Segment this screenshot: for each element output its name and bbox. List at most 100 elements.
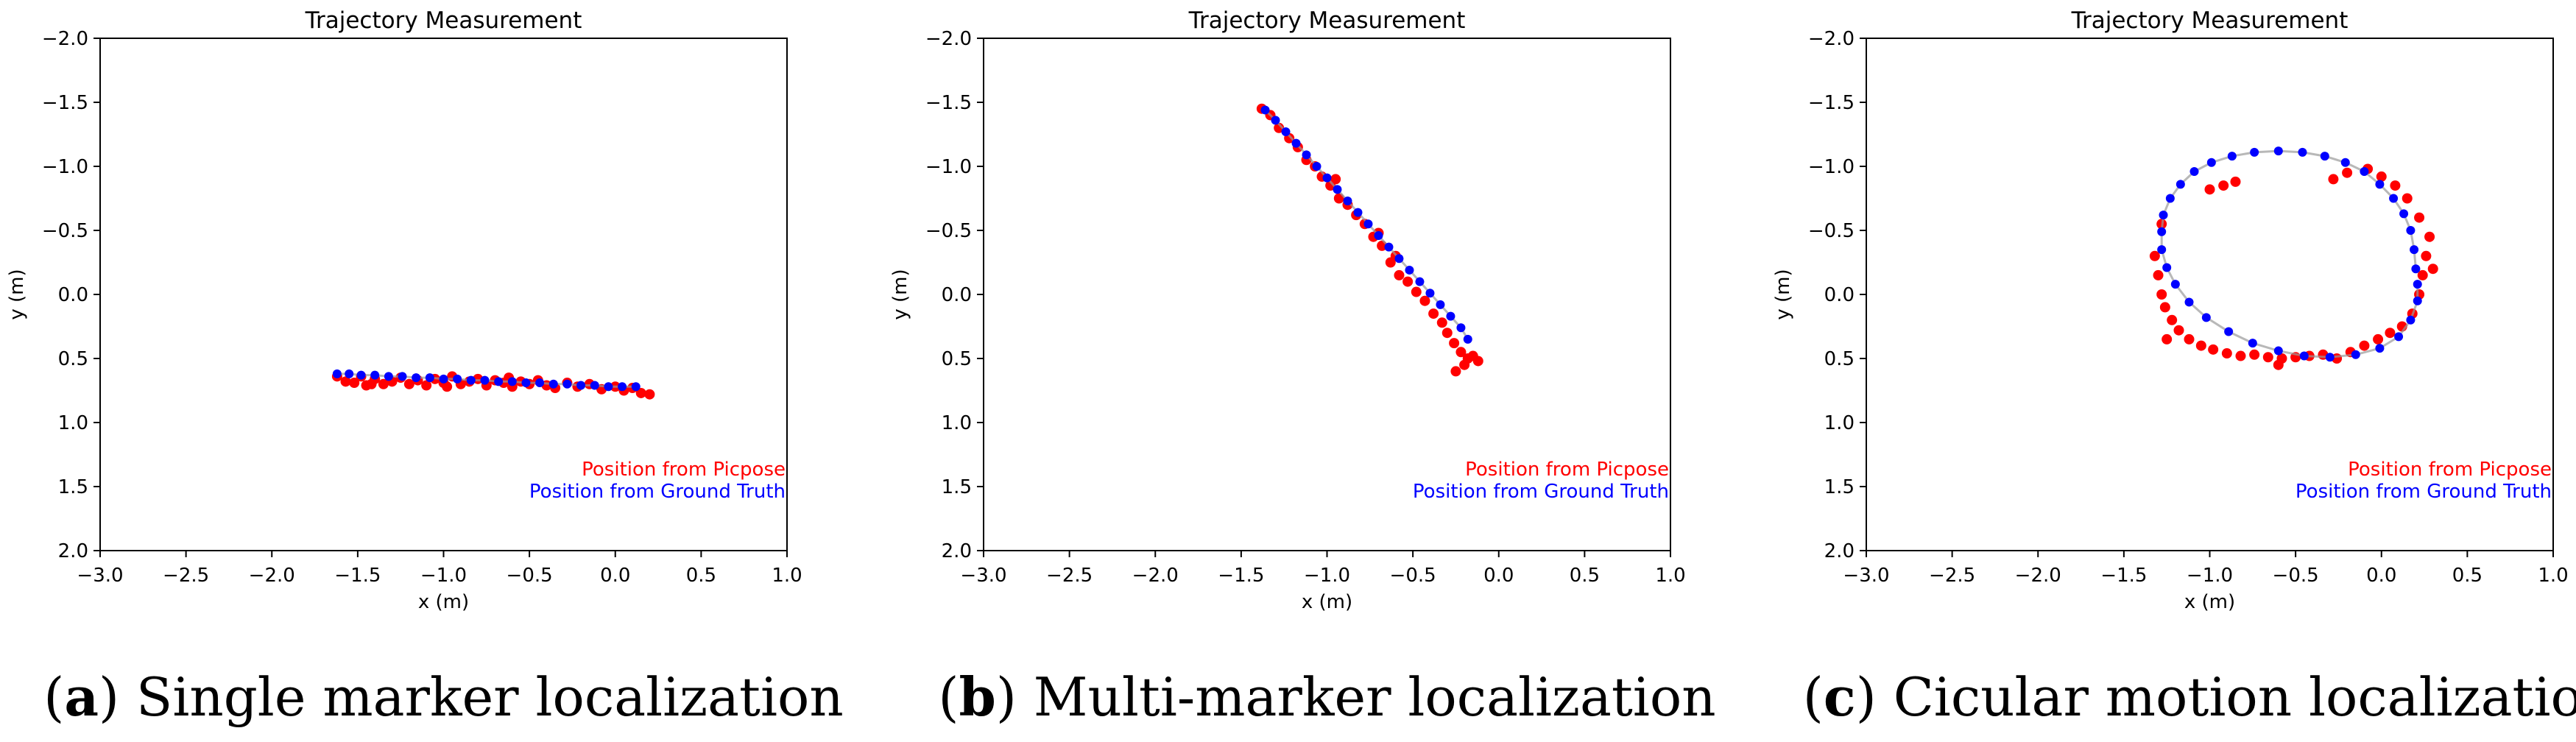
ground-truth-point: [1322, 173, 1332, 183]
ground-truth-point: [2320, 152, 2329, 161]
picpose-point: [340, 376, 351, 387]
ground-truth-point: [398, 372, 407, 381]
picpose-point: [2249, 349, 2260, 360]
x-axis-label: x (m): [418, 591, 469, 613]
series-ground-truth: [1260, 105, 1472, 344]
ground-truth-point: [1415, 277, 1425, 286]
picpose-point: [1411, 286, 1422, 297]
picpose-point: [2385, 328, 2396, 339]
y-tick-label: 0.5: [58, 348, 88, 370]
ground-truth-point: [1363, 219, 1373, 229]
ground-truth-point: [466, 375, 476, 385]
picpose-point: [442, 381, 453, 392]
ground-truth-point: [2170, 280, 2180, 289]
picpose-point: [2421, 250, 2432, 261]
ground-truth-point: [1353, 208, 1363, 217]
picpose-point: [1436, 317, 1447, 328]
y-tick-label: −2.0: [1808, 28, 1855, 50]
ground-truth-point: [2411, 264, 2421, 274]
caption-paren-open: (: [43, 666, 64, 728]
picpose-point: [2376, 171, 2387, 182]
ground-truth-point: [1405, 265, 1414, 275]
ground-truth-point: [2375, 180, 2385, 189]
ground-truth-point: [453, 374, 462, 384]
picpose-point: [473, 373, 484, 384]
ground-truth-point: [2224, 327, 2234, 336]
ground-truth-point: [2250, 147, 2259, 157]
y-tick-label: 2.0: [942, 540, 972, 562]
y-tick-label: −0.5: [42, 220, 88, 242]
ground-truth-point: [1463, 334, 1472, 344]
ground-truth-point: [2206, 158, 2216, 167]
caption-text: ) Cicular motion localization: [1856, 666, 2576, 728]
ground-truth-point: [1456, 323, 1466, 333]
ground-truth-point: [590, 381, 599, 390]
ground-truth-point: [2413, 280, 2422, 289]
ground-truth-point: [439, 374, 448, 384]
caption-text: ) Multi-marker localization: [996, 666, 1716, 728]
y-tick-label: −0.5: [925, 220, 972, 242]
ground-truth-point: [2227, 152, 2237, 161]
ground-truth-point: [480, 375, 490, 385]
ground-truth-point: [1425, 289, 1435, 298]
picpose-point: [2221, 348, 2232, 359]
picpose-point: [2262, 352, 2273, 363]
ground-truth-point: [1260, 105, 1270, 115]
picpose-point: [2373, 333, 2384, 344]
y-tick-label: −1.5: [925, 92, 972, 114]
picpose-point: [378, 378, 389, 389]
picpose-point: [2167, 314, 2178, 325]
ground-truth-point: [332, 369, 342, 378]
x-tick-label: −3.0: [77, 565, 123, 587]
picpose-point: [2173, 325, 2184, 336]
x-tick-label: 0.0: [2366, 565, 2396, 587]
ground-truth-point: [2413, 296, 2422, 305]
picpose-point: [2204, 184, 2215, 195]
picpose-point: [1330, 174, 1341, 185]
legend-entry-ground-truth: Position from Ground Truth: [1413, 481, 1669, 503]
caption-panel-label: c: [1824, 665, 1856, 728]
ground-truth-point: [2406, 226, 2416, 235]
x-tick-label: −2.0: [2015, 565, 2061, 587]
y-tick-label: −1.5: [42, 92, 88, 114]
ground-truth-point: [1333, 185, 1342, 194]
picpose-point: [2424, 231, 2435, 242]
picpose-point: [635, 387, 646, 398]
y-axis-label: y (m): [889, 269, 911, 319]
x-tick-label: −3.0: [1843, 565, 1889, 587]
picpose-point: [2208, 344, 2219, 355]
ground-truth-point: [2406, 315, 2416, 325]
ground-truth-point: [1343, 196, 1352, 205]
caption-panel-label: a: [64, 665, 99, 728]
picpose-point: [1419, 295, 1430, 306]
ground-truth-point: [1374, 230, 1383, 240]
ground-truth-point: [576, 381, 586, 390]
ground-truth-point: [2340, 158, 2350, 167]
ground-truth-point: [2176, 180, 2185, 189]
ground-truth-point: [2375, 344, 2385, 353]
y-tick-label: 1.0: [58, 412, 88, 434]
ground-truth-point: [2410, 245, 2419, 255]
x-tick-label: −0.5: [1390, 565, 1436, 587]
picpose-point: [644, 389, 655, 400]
x-tick-label: 0.5: [1570, 565, 1600, 587]
x-tick-label: −0.5: [507, 565, 553, 587]
picpose-point: [2328, 174, 2339, 185]
ground-truth-point: [2157, 245, 2167, 255]
ground-truth-point: [2273, 346, 2283, 356]
ground-truth-point: [562, 379, 572, 389]
picpose-point: [1450, 366, 1461, 377]
y-tick-label: −1.0: [1808, 156, 1855, 178]
series-ground-truth: [2157, 146, 2422, 362]
x-tick-label: −2.0: [249, 565, 295, 587]
y-tick-label: −2.0: [42, 28, 88, 50]
y-tick-label: 0.0: [942, 284, 972, 306]
x-tick-label: −1.5: [2100, 565, 2147, 587]
ground-truth-point: [1384, 242, 1394, 252]
panel-caption: (c) Cicular motion localization: [1803, 665, 2576, 728]
panel-a: Trajectory Measurement −3.0 −2.5 −2.0 −1.5 −1…: [6, 7, 844, 728]
y-tick-label: −1.0: [925, 156, 972, 178]
panel-caption: (a) Single marker localization: [43, 665, 843, 728]
ground-truth-point: [2201, 313, 2211, 322]
ground-truth-point: [2157, 227, 2167, 236]
